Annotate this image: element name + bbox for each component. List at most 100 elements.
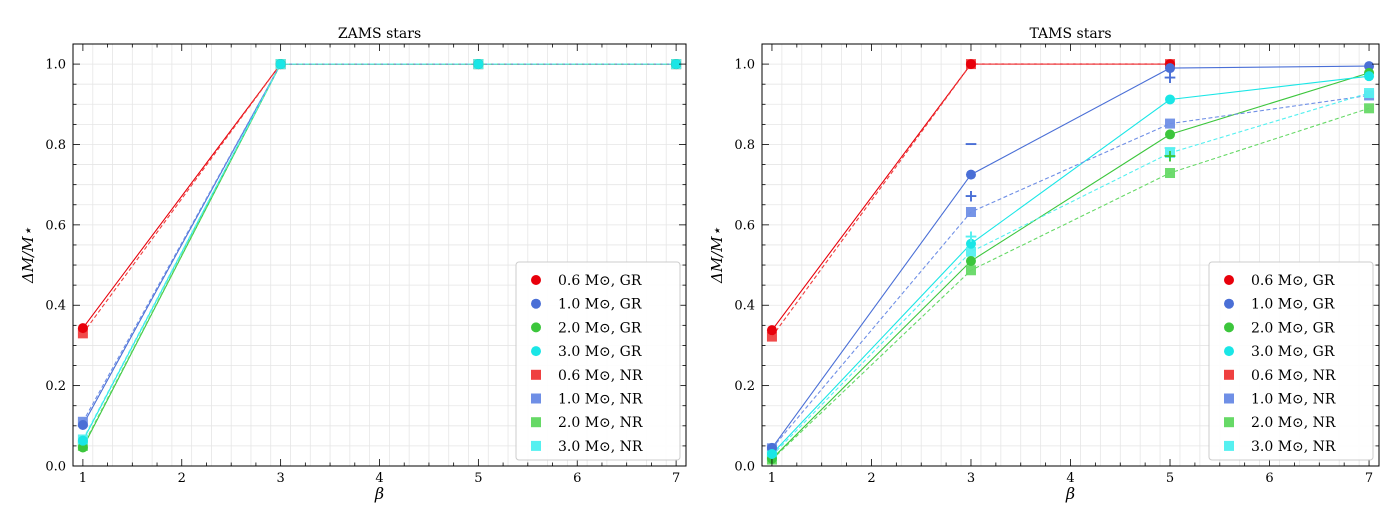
- x-tick-label: 6: [573, 471, 581, 486]
- legend-label: 1.0 M⊙, GR: [1251, 297, 1335, 313]
- y-tick-label: 0.4: [45, 299, 66, 314]
- legend-label: 1.0 M⊙, GR: [558, 297, 642, 313]
- legend-marker: [1224, 440, 1234, 451]
- legend-label: 2.0 M⊙, NR: [558, 415, 643, 431]
- data-point: [1364, 88, 1375, 99]
- data-point: [275, 59, 286, 70]
- data-point: [766, 331, 777, 342]
- data-point: [77, 328, 88, 339]
- legend-marker: [531, 440, 541, 451]
- legend-label: 1.0 M⊙, NR: [1251, 392, 1336, 408]
- series-line: [771, 94, 1370, 449]
- legend-marker: [1224, 275, 1234, 285]
- legend-marker: [1224, 298, 1234, 309]
- annotation: −: [1163, 138, 1177, 158]
- data-point: [965, 265, 976, 276]
- x-tick-label: 4: [1066, 471, 1074, 486]
- y-tick-label: 0.8: [45, 138, 66, 153]
- x-tick-label: 2: [178, 471, 186, 486]
- chart-title: ZAMS stars: [338, 26, 421, 42]
- x-tick-label: 7: [672, 471, 680, 486]
- y-tick-label: 0.8: [734, 138, 755, 153]
- data-point: [77, 442, 88, 453]
- data-point: [671, 59, 682, 70]
- y-axis-label: ΔM/M⋆: [19, 227, 37, 284]
- legend-marker: [531, 417, 541, 428]
- data-point: [473, 59, 484, 70]
- legend-marker: [531, 369, 541, 380]
- data-point: [1364, 71, 1375, 82]
- x-tick-label: 3: [967, 471, 975, 486]
- legend-marker: [531, 346, 541, 357]
- data-point: [965, 206, 976, 217]
- legend-marker: [1224, 417, 1234, 428]
- data-point: [1165, 129, 1176, 140]
- legend-label: 3.0 M⊙, NR: [1251, 439, 1336, 455]
- y-tick-label: 0.6: [45, 218, 66, 233]
- y-tick-label: 0.6: [734, 218, 755, 233]
- data-point: [77, 420, 88, 431]
- legend-marker: [531, 322, 541, 333]
- x-tick-label: 5: [474, 471, 482, 486]
- y-tick-label: 0.4: [734, 299, 755, 314]
- legend-box: [515, 261, 681, 461]
- legend-label: 0.6 M⊙, GR: [1251, 273, 1335, 289]
- y-tick-label: 1.0: [734, 58, 755, 73]
- data-point: [1165, 118, 1176, 129]
- data-point: [1165, 63, 1176, 74]
- x-axis-label: β: [374, 484, 384, 503]
- annotation: +: [1163, 147, 1177, 167]
- legend-label: 3.0 M⊙, GR: [1251, 344, 1335, 360]
- legend-marker: [531, 393, 541, 404]
- data-point: [766, 325, 777, 336]
- data-point: [77, 323, 88, 334]
- ticks: [73, 44, 686, 467]
- x-tick-label: 7: [1365, 471, 1373, 486]
- data-point: [1165, 94, 1176, 105]
- series-line: [771, 75, 1370, 455]
- data-point: [965, 256, 976, 267]
- annotation: +: [964, 227, 978, 247]
- legend: 0.6 M⊙, GR 1.0 M⊙, GR 2.0 M⊙, GR 3.0 M⊙, GR…: [1208, 261, 1374, 461]
- y-tick-label: 0.2: [45, 379, 66, 394]
- y-tick-label: 0.0: [45, 460, 66, 475]
- x-tick-label: 1: [768, 471, 776, 486]
- legend-box: [1208, 261, 1374, 461]
- legend-label: 3.0 M⊙, GR: [558, 344, 642, 360]
- y-tick-label: 0.0: [734, 460, 755, 475]
- data-point: [965, 238, 976, 249]
- series-line: [771, 72, 1370, 460]
- legend-marker: [1224, 346, 1234, 357]
- x-tick-label: 2: [867, 471, 875, 486]
- annotation: +: [1163, 68, 1177, 88]
- data-point: [766, 448, 777, 459]
- data-point: [965, 169, 976, 180]
- data-point: [965, 246, 976, 257]
- x-tick-label: 1: [79, 471, 87, 486]
- data-point: [77, 435, 88, 446]
- legend-marker: [1224, 369, 1234, 380]
- legend-label: 0.6 M⊙, GR: [558, 273, 642, 289]
- chart-title: TAMS stars: [1029, 26, 1111, 42]
- legend-label: 2.0 M⊙, GR: [558, 320, 642, 336]
- x-tick-label: 3: [276, 471, 284, 486]
- x-tick-label: 6: [1265, 471, 1273, 486]
- data-point: [1364, 103, 1375, 114]
- y-axis-label: ΔM/M⋆: [708, 227, 726, 284]
- x-tick-label: 5: [1166, 471, 1174, 486]
- legend-marker: [1224, 322, 1234, 333]
- legend-label: 3.0 M⊙, NR: [558, 439, 643, 455]
- x-axis-label: β: [1065, 484, 1075, 503]
- legend-label: 0.6 M⊙, NR: [1251, 368, 1336, 384]
- annotation: +: [964, 187, 978, 207]
- annotation: −: [964, 134, 978, 154]
- legend-label: 2.0 M⊙, NR: [1251, 415, 1336, 431]
- series-line: [771, 65, 1370, 449]
- y-tick-label: 1.0: [45, 58, 66, 73]
- legend-label: 2.0 M⊙, GR: [1251, 320, 1335, 336]
- y-tick-label: 0.2: [734, 379, 755, 394]
- legend-label: 1.0 M⊙, NR: [558, 392, 643, 408]
- x-tick-label: 4: [375, 471, 383, 486]
